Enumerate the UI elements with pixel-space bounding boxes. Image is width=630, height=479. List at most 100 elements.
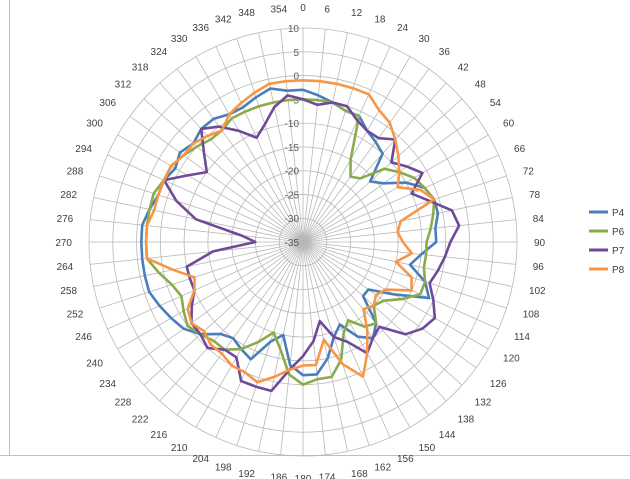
angle-label: 264 [57, 262, 74, 273]
angle-label: 210 [171, 443, 188, 454]
grid-spoke-5 [302, 56, 411, 243]
angle-label: 120 [503, 354, 520, 365]
angle-label: 294 [75, 144, 92, 155]
angle-label: 324 [151, 47, 168, 58]
angle-label: 240 [86, 359, 103, 370]
grid-spoke-28 [302, 241, 348, 452]
angle-label: 6 [324, 4, 330, 15]
angle-label: 60 [503, 119, 515, 130]
radial-tick-label: 10 [288, 24, 300, 35]
angle-label: 150 [419, 443, 436, 454]
grid-spoke-53 [159, 82, 304, 243]
angle-label: 276 [57, 214, 74, 225]
grid-spoke-59 [280, 29, 304, 243]
grid-spoke-48 [99, 175, 304, 243]
grid-spoke-18 [302, 241, 507, 309]
grid-spoke-26 [302, 241, 391, 438]
grid-spoke-13 [302, 197, 513, 243]
angle-label: 300 [86, 119, 103, 130]
angle-label: 12 [351, 8, 363, 19]
angle-label: 204 [192, 454, 209, 465]
radial-tick-label: 5 [293, 48, 299, 59]
angle-label: 348 [238, 8, 255, 19]
grid-spoke-29 [302, 241, 326, 455]
angle-label: 216 [151, 430, 168, 441]
grid-spoke-19 [302, 241, 499, 330]
radial-tick-label: 0 [293, 72, 299, 83]
angle-label: 318 [132, 62, 149, 73]
grid-spoke-50 [117, 134, 304, 243]
grid-spoke-31 [280, 241, 304, 455]
grid-spoke-6 [302, 68, 430, 243]
grid-spoke-2 [302, 32, 348, 243]
angle-label: 90 [534, 238, 546, 249]
grid-spoke-9 [302, 115, 477, 243]
grid-spoke-17 [302, 241, 513, 287]
grid-spoke-40 [117, 241, 304, 350]
angle-label: 102 [529, 286, 546, 297]
grid-spoke-4 [302, 46, 391, 243]
angle-label: 354 [271, 4, 288, 15]
grid-spoke-52 [143, 98, 304, 243]
grid-spoke-42 [99, 241, 304, 309]
grid-spoke-21 [302, 241, 477, 369]
left-border-line [9, 0, 10, 455]
grid-spoke-11 [302, 154, 499, 243]
angle-label: 156 [397, 454, 414, 465]
angle-label: 138 [458, 415, 475, 426]
legend-label-p7: P7 [612, 246, 625, 257]
angle-label: 288 [67, 167, 84, 178]
angle-label: 192 [238, 469, 255, 479]
angle-label: 252 [67, 309, 84, 320]
angle-label: 180 [295, 474, 312, 479]
angle-label: 342 [215, 14, 232, 25]
angle-label: 114 [514, 332, 530, 343]
grid-spoke-27 [302, 241, 370, 446]
grid-spoke-38 [143, 241, 304, 386]
grid-spoke-16 [302, 241, 516, 265]
series-layer [140, 79, 461, 393]
angle-label: 126 [490, 379, 507, 390]
series-line-p8 [144, 79, 436, 384]
radial-tick-label: -10 [285, 119, 300, 130]
angle-label: 246 [75, 332, 92, 343]
angle-label: 336 [192, 23, 209, 34]
angle-label: 0 [300, 3, 306, 14]
legend-label-p8: P8 [612, 265, 625, 276]
angle-label: 18 [374, 14, 386, 25]
grid-spoke-44 [90, 241, 304, 265]
grid-spoke-54 [176, 68, 304, 243]
grid-spoke-39 [129, 241, 304, 369]
angle-label: 174 [319, 473, 336, 479]
legend-label-p4: P4 [612, 208, 625, 219]
grid-spoke-46 [90, 219, 304, 243]
grid-spoke-58 [258, 32, 304, 243]
grid-spoke-43 [93, 241, 304, 287]
grid-spoke-7 [302, 82, 447, 243]
grid-spoke-56 [215, 46, 304, 243]
radar-grid [88, 27, 518, 457]
grid-spoke-35 [195, 241, 304, 428]
angle-label: 96 [533, 262, 545, 273]
angle-label: 84 [533, 214, 545, 225]
angle-label: 24 [397, 23, 409, 34]
grid-spoke-55 [195, 56, 304, 243]
angle-label: 228 [115, 398, 132, 409]
grid-spoke-51 [129, 115, 304, 243]
legend-label-p6: P6 [612, 227, 625, 238]
grid-spoke-10 [302, 134, 489, 243]
angle-label: 234 [99, 379, 116, 390]
series-line-p4 [140, 87, 440, 377]
angle-label: 108 [523, 309, 540, 320]
radial-tick-label: -20 [285, 167, 300, 178]
grid-spoke-14 [302, 219, 516, 243]
angle-label: 198 [215, 463, 232, 474]
grid-spoke-34 [215, 241, 304, 438]
angle-label: 306 [99, 98, 116, 109]
radial-tick-label: -35 [285, 238, 300, 249]
angle-label: 312 [115, 79, 132, 90]
angle-label: 222 [132, 415, 149, 426]
angle-label: 132 [475, 398, 492, 409]
angle-label: 186 [271, 473, 288, 479]
